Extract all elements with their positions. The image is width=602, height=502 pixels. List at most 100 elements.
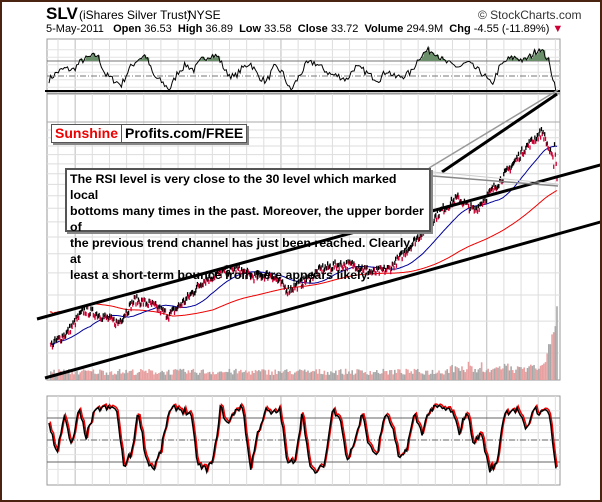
steep-trend-line (441, 92, 558, 174)
volume-bar (305, 371, 308, 380)
volume-bar (218, 371, 221, 380)
volume-bar (367, 374, 370, 380)
volume-bar (505, 365, 507, 380)
volume-bar (112, 374, 114, 380)
close-value: 33.72 (330, 23, 359, 35)
copyright[interactable]: © StockCharts.com (478, 8, 582, 22)
volume-bar (154, 372, 157, 380)
volume-bar (99, 369, 101, 380)
volume-bar (434, 373, 437, 380)
volume-bar (212, 371, 214, 380)
down-arrow-icon: ▼ (552, 23, 564, 35)
volume-bar (395, 372, 398, 380)
volume-bar (359, 370, 362, 380)
brand-part2: Profits.com/FREE (125, 125, 244, 141)
volume-bar (200, 370, 203, 380)
open-label: Open (113, 23, 142, 35)
security-name: (iShares Silver Trust) (79, 8, 192, 22)
volume-bar (317, 373, 319, 380)
volume-bar (302, 370, 304, 380)
volume-bar (379, 373, 381, 380)
volume-bar (108, 372, 111, 380)
volume-bar (374, 372, 376, 380)
volume-bar (443, 374, 445, 380)
volume-bar (528, 366, 530, 380)
volume-bar (118, 369, 121, 380)
volume-bar (351, 370, 354, 380)
volume-bar (400, 372, 403, 380)
chg-value: -4.55 (-11.89%) (473, 23, 550, 35)
volume-bar (446, 369, 449, 380)
volume-bar (552, 332, 555, 380)
volume-bar (82, 369, 85, 380)
volume-bar (335, 370, 337, 380)
volume-bar (92, 369, 95, 380)
volume-bar (86, 370, 88, 380)
volume-bar (104, 374, 106, 380)
volume-bar (515, 369, 517, 380)
volume-bar (256, 371, 259, 380)
volume-bar (266, 374, 268, 380)
volume-bar (341, 373, 344, 380)
volume-bar (408, 372, 411, 380)
volume-bar (174, 369, 177, 380)
volume-bar (312, 370, 314, 380)
volume-bar (467, 361, 470, 380)
volume-bar (377, 372, 380, 380)
volume-bar (307, 370, 309, 380)
volume-bar (272, 374, 275, 380)
volume-bar (222, 372, 224, 380)
volume-bar (456, 367, 458, 380)
volume-bar (122, 372, 124, 380)
volume-bar (189, 372, 191, 380)
volume-bar (284, 369, 286, 380)
volume-bar (394, 369, 396, 380)
volume-bar (231, 374, 234, 380)
volume-bar (105, 372, 108, 380)
volume-bar (259, 371, 262, 380)
volume-bar (202, 369, 204, 380)
annotation-box: The RSI level is very close to the 30 le… (65, 168, 431, 282)
volume-bar (243, 371, 245, 380)
volume-bar (297, 370, 299, 380)
volume-bar (185, 373, 188, 380)
volume-bar (149, 370, 152, 380)
volume-bar (81, 370, 83, 380)
volume-bar (485, 370, 488, 380)
volume-bar (177, 370, 180, 380)
volume-bar (228, 368, 231, 380)
volume-bar (405, 368, 408, 380)
volume-bar (457, 368, 460, 380)
volume-bar (68, 369, 70, 380)
volume-bar (138, 371, 141, 380)
volume-bar (474, 368, 476, 380)
volume-bar (143, 371, 145, 380)
volume-bar (489, 372, 491, 380)
volume-bar (195, 372, 198, 380)
volume-bar (497, 367, 499, 380)
volume-bar (428, 374, 431, 380)
volume-bar (454, 366, 457, 380)
volume-bar (415, 369, 417, 380)
exchange: NYSE (188, 8, 221, 22)
volume-bar (261, 369, 263, 380)
volume-bar (56, 373, 59, 380)
volume-bar (539, 365, 542, 380)
volume-bar (397, 369, 399, 380)
sunshine-profits-logo[interactable]: Sunshine Profits.com/FREE (51, 124, 248, 143)
volume-bar (343, 374, 345, 380)
volume-bar (208, 371, 211, 380)
volume-bar (426, 370, 429, 380)
volume-bar (511, 370, 514, 380)
volume-bar (89, 370, 91, 380)
volume-bar (361, 370, 363, 380)
volume-bar (493, 368, 496, 380)
volume-bar (187, 370, 190, 380)
volume-bar (556, 306, 558, 380)
volume-bar (425, 370, 427, 380)
volume-bar (235, 368, 237, 380)
volume-bar (153, 374, 155, 380)
volume-bar (523, 367, 526, 380)
volume-bar (328, 374, 331, 380)
